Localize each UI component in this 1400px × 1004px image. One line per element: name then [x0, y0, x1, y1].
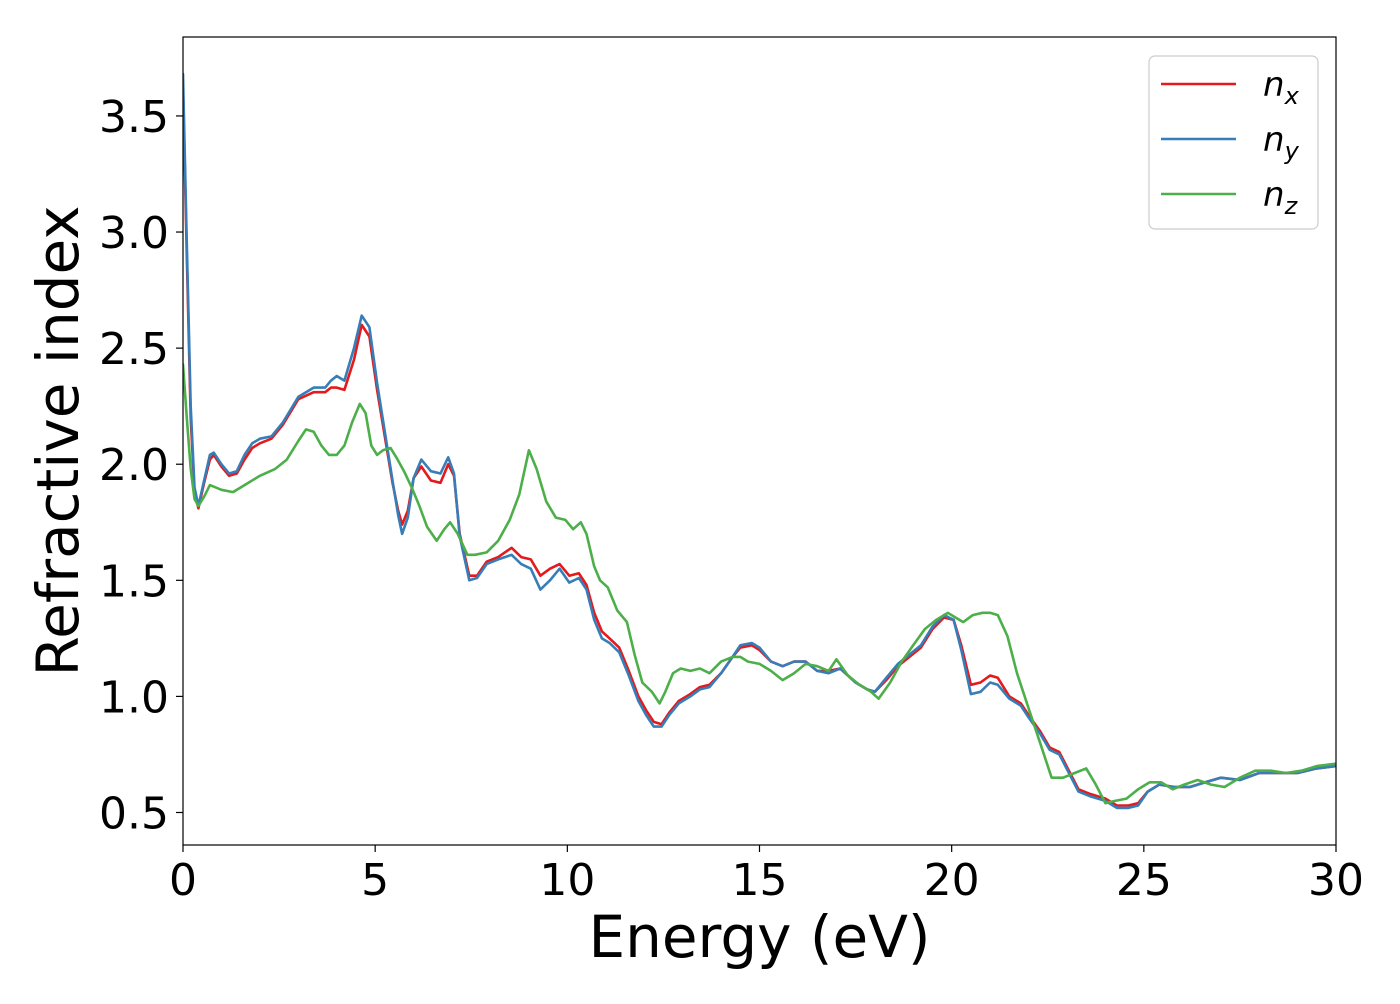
x-tick-label: 15	[732, 855, 788, 906]
y-tick-label: 1.0	[99, 672, 169, 723]
y-tick-label: 2.0	[99, 440, 169, 491]
legend-label-nz: nz	[1263, 175, 1299, 220]
legend-box	[1148, 55, 1319, 230]
x-tick-label: 5	[361, 855, 389, 906]
y-tick-label: 3.0	[99, 208, 169, 259]
series-line-nz	[183, 363, 1336, 805]
x-tick-label: 30	[1308, 855, 1364, 906]
x-tick-label: 0	[169, 855, 197, 906]
y-tick-label: 0.5	[99, 788, 169, 839]
series-line-ny	[183, 72, 1336, 810]
legend: nx ny nz	[1148, 55, 1319, 230]
series-layer	[183, 72, 1336, 810]
y-tick-label: 2.5	[99, 324, 169, 375]
series-line-nx	[183, 86, 1336, 807]
axis-ticks: 0 5 10 15 20 25 30 0.5 1.0 1.5 2.0 2.5 3.0 3.5	[99, 92, 1364, 906]
x-tick-label: 20	[924, 855, 980, 906]
y-tick-label: 1.5	[99, 556, 169, 607]
y-axis-title: Refractive index	[24, 205, 92, 676]
legend-label-ny: ny	[1263, 120, 1300, 165]
x-tick-label: 10	[539, 855, 595, 906]
x-tick-label: 25	[1116, 855, 1172, 906]
x-axis-title: Energy (eV)	[588, 903, 930, 971]
legend-label-nx: nx	[1263, 65, 1300, 110]
y-tick-label: 3.5	[99, 92, 169, 143]
